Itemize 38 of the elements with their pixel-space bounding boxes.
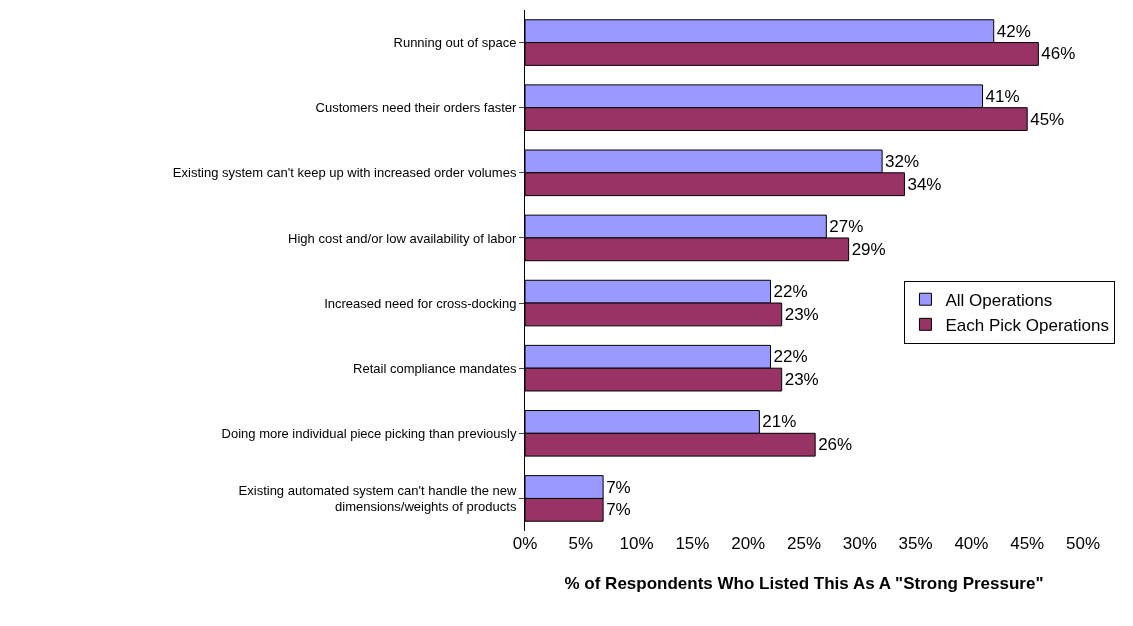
x-tick-label: 20% — [731, 534, 766, 553]
data-label: 7% — [606, 477, 631, 497]
y-tick-label: Existing automated system can't handle the new dimensions/weights of products — [238, 482, 517, 515]
data-label: 22% — [773, 347, 808, 367]
x-tick-label: 40% — [954, 534, 989, 553]
x-tick-label: 5% — [568, 534, 594, 553]
data-label: 23% — [784, 370, 819, 390]
data-label: 26% — [818, 435, 853, 455]
x-tick-label: 0% — [512, 534, 538, 553]
y-tick-label: Existing system can't keep up with increased order volumes — [172, 165, 517, 181]
x-axis-title: % of Respondents Who Listed This As A "Strong Pressure" — [564, 574, 1044, 594]
data-label: 32% — [885, 151, 920, 171]
data-label: 7% — [606, 500, 631, 520]
x-tick-label: 25% — [786, 534, 822, 553]
y-tick-label: High cost and/or low availability of labor — [288, 230, 518, 246]
y-tick-label: Increased need for cross-docking — [324, 295, 517, 311]
y-tick-label: Running out of space — [393, 35, 517, 51]
y-tick-label: Customers need their orders faster — [315, 100, 518, 116]
data-label: 41% — [985, 86, 1020, 106]
data-label: 42% — [996, 21, 1031, 41]
data-label: 27% — [829, 217, 864, 237]
data-label: 45% — [1030, 109, 1065, 129]
data-label: 21% — [762, 412, 797, 432]
y-tick-label: Retail compliance mandates — [353, 360, 517, 376]
x-tick-label: 50% — [1065, 534, 1101, 553]
data-label: 34% — [907, 174, 942, 194]
data-label: 23% — [784, 304, 819, 324]
x-tick-label: 45% — [1010, 534, 1045, 553]
data-label: 29% — [851, 239, 886, 259]
legend-label: Each Pick Operations — [945, 315, 1109, 335]
legend-label: All Operations — [945, 290, 1053, 310]
x-tick-label: 10% — [619, 534, 654, 553]
x-tick-label: 30% — [842, 534, 877, 553]
data-label: 22% — [773, 282, 808, 302]
y-tick-label: Doing more individual piece picking than previously — [221, 425, 517, 441]
data-label: 46% — [1041, 44, 1076, 64]
x-tick-label: 35% — [898, 534, 933, 553]
x-tick-label: 15% — [675, 534, 710, 553]
